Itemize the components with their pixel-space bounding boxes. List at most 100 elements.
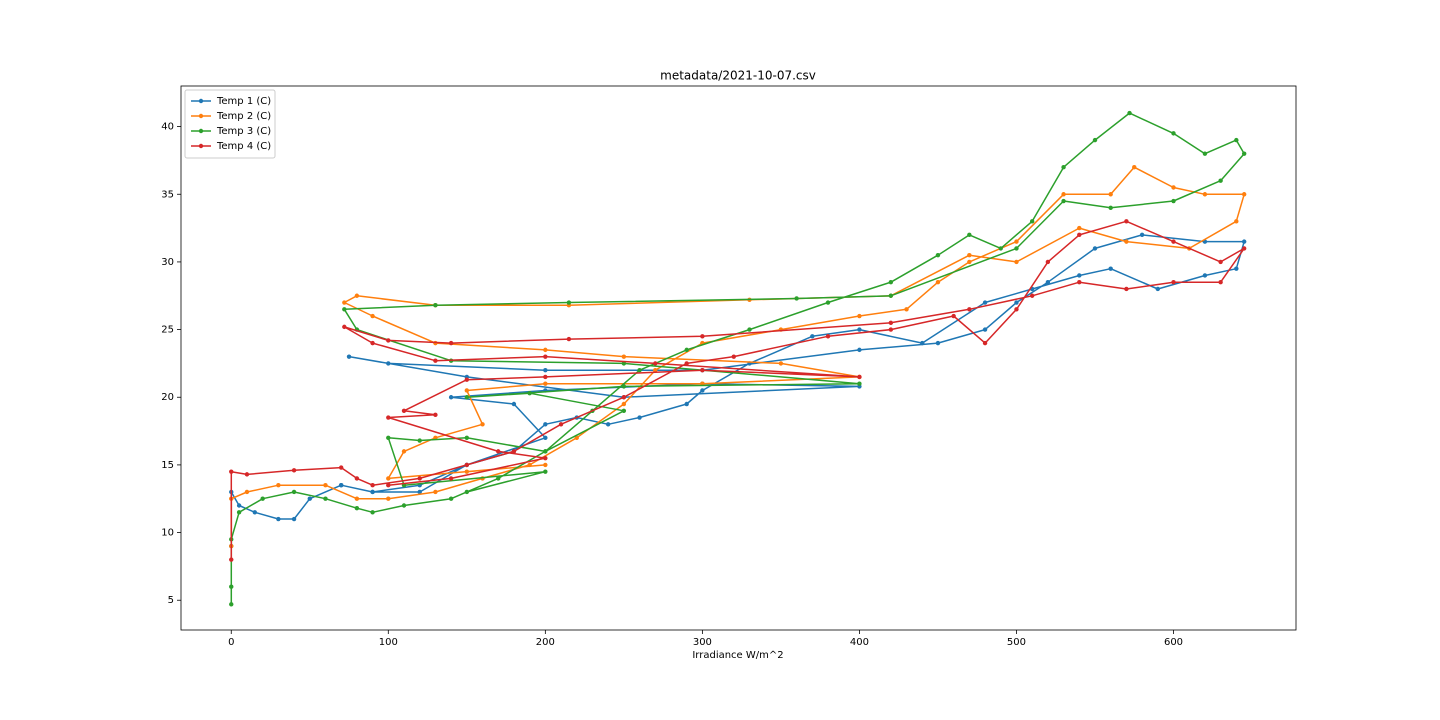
x-tick-label: 400 [850, 637, 869, 648]
point-marker [464, 462, 470, 468]
x-tick-label: 200 [536, 637, 555, 648]
point-marker [1124, 239, 1129, 244]
point-marker [1077, 273, 1082, 278]
point-marker [1132, 164, 1137, 170]
point-marker [276, 516, 281, 522]
legend-label: Temp 3 (C) [216, 126, 271, 137]
point-marker [700, 334, 705, 339]
point-marker [1108, 266, 1113, 271]
point-marker [433, 303, 438, 308]
point-marker [338, 465, 344, 470]
point-marker [543, 367, 548, 373]
point-marker [653, 367, 658, 373]
point-marker [888, 320, 894, 326]
point-marker [621, 361, 627, 366]
point-marker [244, 472, 250, 477]
point-marker [1124, 219, 1129, 224]
point-marker [480, 422, 485, 427]
point-marker [276, 483, 281, 488]
legend-marker [198, 143, 204, 149]
point-marker [1108, 192, 1113, 197]
x-tick-label: 500 [1007, 637, 1026, 648]
point-marker [229, 469, 234, 474]
point-marker [543, 435, 548, 441]
point-marker [417, 489, 422, 495]
plot-area [229, 110, 1247, 607]
point-marker [1045, 280, 1051, 285]
point-marker [527, 390, 532, 396]
point-marker [229, 557, 234, 562]
point-marker [566, 336, 572, 342]
point-marker [370, 510, 375, 515]
point-marker [386, 415, 391, 420]
point-marker [386, 361, 391, 366]
point-marker [684, 347, 689, 353]
legend-marker [198, 128, 204, 134]
point-marker [496, 476, 501, 481]
point-marker [558, 422, 564, 427]
point-marker [1241, 192, 1247, 197]
point-marker [1092, 137, 1098, 143]
y-tick-label: 25 [161, 325, 174, 336]
point-marker [370, 340, 375, 346]
point-marker [511, 449, 517, 454]
y-tick-label: 5 [168, 595, 174, 606]
point-marker [982, 327, 988, 332]
point-marker [464, 377, 470, 382]
point-marker [1077, 225, 1082, 231]
point-marker [574, 435, 579, 441]
point-marker [386, 483, 391, 488]
point-marker [1139, 232, 1145, 238]
point-marker [967, 252, 972, 258]
point-marker [684, 361, 689, 366]
point-marker [1202, 151, 1208, 156]
point-marker [307, 496, 312, 501]
point-marker [935, 252, 941, 258]
y-tick-label: 40 [161, 122, 174, 133]
legend-label: Temp 2 (C) [216, 111, 271, 122]
x-axis-label: Irradiance W/m^2 [692, 650, 783, 661]
point-marker [346, 354, 352, 359]
point-marker [496, 449, 501, 454]
point-marker [464, 469, 470, 474]
point-marker [291, 468, 297, 473]
point-marker [543, 347, 548, 353]
point-marker [386, 476, 391, 481]
point-marker [1234, 219, 1239, 224]
point-marker [935, 280, 941, 285]
point-marker [1014, 259, 1019, 265]
legend-label: Temp 4 (C) [216, 141, 271, 152]
legend: Temp 1 (C) Temp 2 (C) Temp 3 (C) Temp 4 (C) [184, 89, 276, 159]
legend-marker [198, 98, 204, 104]
point-marker [433, 412, 438, 418]
series-line [230, 220, 1245, 560]
point-marker [260, 496, 265, 501]
point-marker [543, 422, 548, 427]
point-marker [1014, 300, 1019, 305]
point-marker [1218, 178, 1223, 183]
point-marker [566, 300, 572, 305]
point-marker [236, 503, 242, 508]
point-marker [857, 313, 862, 319]
point-marker [401, 449, 407, 454]
point-marker [323, 483, 328, 488]
point-marker [1061, 198, 1066, 204]
point-marker [464, 395, 470, 400]
legend-box [184, 89, 276, 159]
point-marker [370, 313, 375, 319]
point-marker [637, 415, 642, 420]
point-marker [621, 401, 627, 407]
y-tick-label: 20 [161, 392, 174, 403]
point-marker [621, 354, 627, 359]
point-marker [464, 489, 470, 495]
point-marker [511, 401, 517, 407]
point-marker [778, 361, 784, 366]
point-marker [338, 483, 344, 488]
point-marker [244, 489, 250, 495]
point-marker [401, 408, 407, 413]
point-marker [323, 496, 328, 501]
point-marker [888, 293, 894, 298]
point-marker [433, 489, 438, 495]
point-marker [1171, 198, 1176, 204]
point-marker [354, 506, 360, 511]
